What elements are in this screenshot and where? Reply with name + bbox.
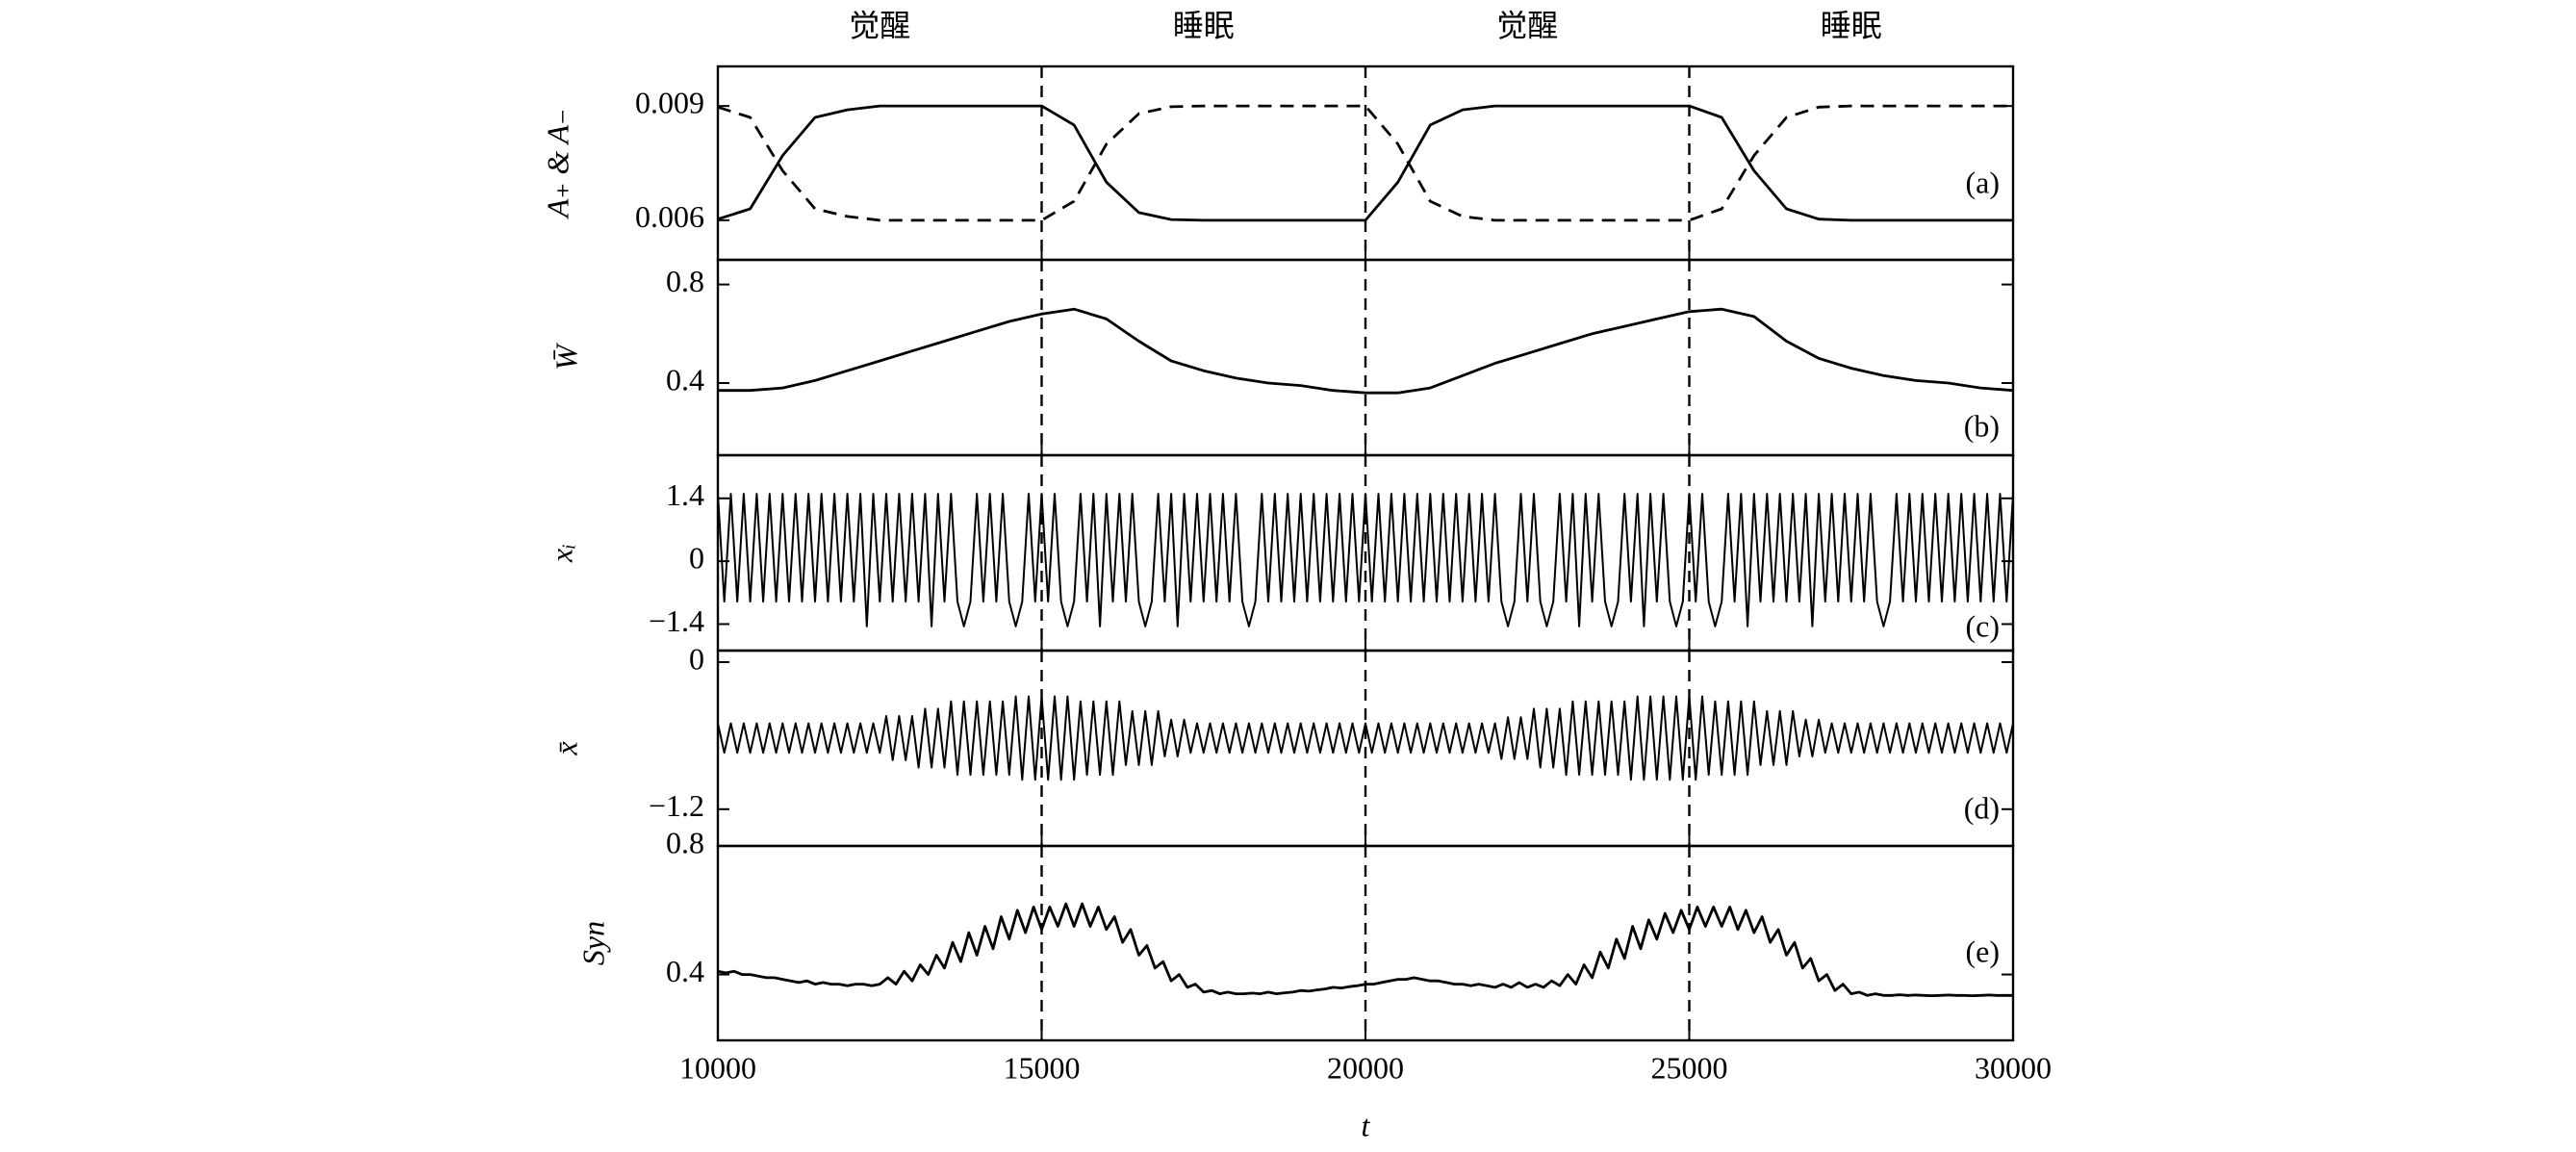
y-tick-label: 0	[689, 641, 704, 676]
panel-label: (d)	[1964, 790, 2000, 825]
y-axis-label: xᵢ	[544, 544, 578, 563]
y-axis-label: Syn	[575, 921, 610, 965]
data-line	[717, 104, 2013, 222]
y-tick-label: 0.8	[666, 825, 704, 859]
y-tick-label: 0	[689, 540, 704, 575]
phase-label: 觉醒	[1496, 8, 1558, 42]
x-tick-label: 15000	[1004, 1050, 1081, 1085]
y-tick-label: 0.4	[666, 362, 704, 397]
phase-label: 睡眠	[1173, 8, 1235, 42]
y-tick-label: 0.009	[635, 85, 704, 119]
y-axis-label: x̄	[548, 741, 583, 755]
y-tick-label: 0.8	[666, 264, 704, 298]
y-tick-label: −1.4	[649, 603, 704, 638]
panel-label: (e)	[1965, 934, 2000, 968]
y-tick-label: 0.006	[635, 199, 704, 234]
phase-label: 觉醒	[849, 8, 910, 42]
y-axis-label: A₊ & A₋	[540, 109, 574, 219]
x-tick-label: 20000	[1327, 1050, 1404, 1085]
y-tick-label: −1.2	[649, 788, 704, 823]
panel-label: (a)	[1965, 165, 2000, 199]
data-line	[717, 104, 2013, 222]
y-tick-label: 1.4	[666, 477, 704, 512]
x-axis-label: t	[1362, 1108, 1371, 1142]
data-line	[717, 695, 2014, 781]
panel-label: (c)	[1965, 608, 2000, 643]
x-tick-label: 10000	[679, 1050, 756, 1085]
panel-label: (b)	[1964, 408, 2000, 443]
data-line	[718, 307, 2014, 395]
x-tick-label: 30000	[1975, 1050, 2052, 1085]
x-tick-label: 25000	[1651, 1050, 1728, 1085]
y-tick-label: 0.4	[666, 954, 704, 988]
y-axis-label: W̄	[548, 342, 583, 371]
phase-label: 睡眠	[1821, 8, 1882, 42]
